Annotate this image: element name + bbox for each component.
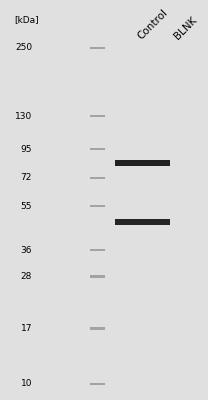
- FancyBboxPatch shape: [90, 383, 105, 385]
- Text: 130: 130: [15, 112, 32, 121]
- FancyBboxPatch shape: [90, 148, 105, 150]
- Text: 17: 17: [21, 324, 32, 333]
- Bar: [115, 220, 170, 226]
- Text: 36: 36: [21, 246, 32, 255]
- Text: 10: 10: [21, 380, 32, 388]
- Text: 95: 95: [21, 144, 32, 154]
- Text: 28: 28: [21, 272, 32, 281]
- Text: 55: 55: [21, 202, 32, 210]
- FancyBboxPatch shape: [90, 275, 105, 278]
- FancyBboxPatch shape: [90, 177, 105, 179]
- Text: BLNK: BLNK: [172, 15, 198, 41]
- Text: 72: 72: [21, 174, 32, 182]
- FancyBboxPatch shape: [90, 205, 105, 207]
- Text: Control: Control: [136, 7, 170, 41]
- FancyBboxPatch shape: [90, 328, 105, 330]
- Bar: [115, 160, 170, 166]
- FancyBboxPatch shape: [90, 115, 105, 118]
- Text: [kDa]: [kDa]: [15, 16, 39, 24]
- Text: 250: 250: [15, 44, 32, 52]
- FancyBboxPatch shape: [90, 47, 105, 49]
- FancyBboxPatch shape: [90, 249, 105, 252]
